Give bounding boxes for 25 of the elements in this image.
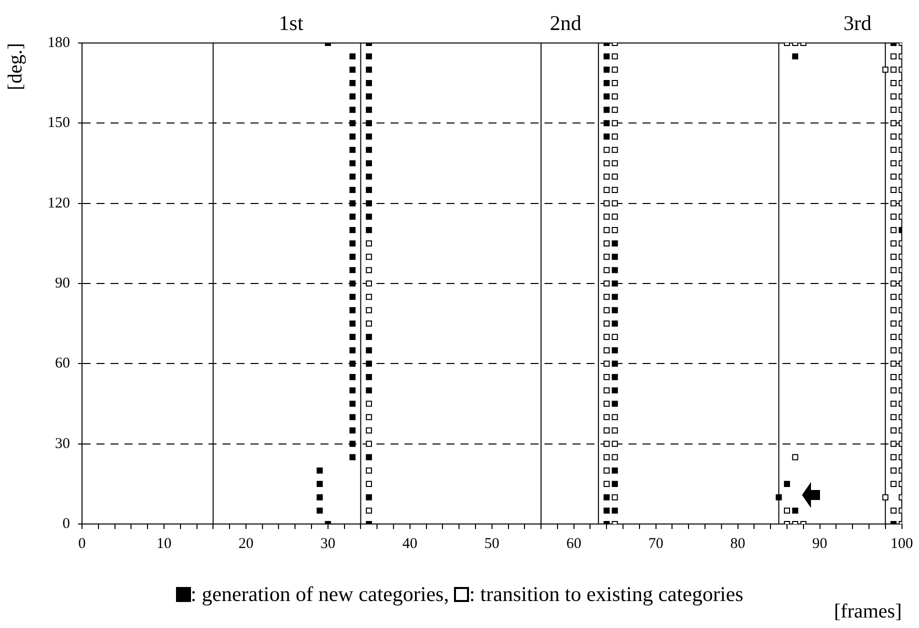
y-tick-label: 30 (55, 436, 70, 452)
text: 3rd (843, 11, 872, 35)
x-tick-label: 90 (812, 536, 828, 552)
x-tick-label: 60 (566, 536, 582, 552)
text: 2nd (550, 11, 582, 35)
y-tick-label: 180 (48, 34, 70, 51)
x-axis-title: [frames] (834, 600, 902, 622)
x-tick-label: 10 (156, 536, 172, 552)
x-tick-label: 0 (78, 536, 86, 552)
y-tick-label: 120 (48, 195, 70, 212)
text: 1st (278, 11, 304, 35)
y-tick-label: 150 (48, 115, 70, 132)
x-tick-label: 80 (730, 536, 746, 552)
x-tick-label: 30 (320, 536, 336, 552)
x-tick-label: 70 (648, 536, 664, 552)
legend-label: : transition to existing categories (469, 582, 744, 606)
x-tick-label: 50 (484, 536, 500, 552)
x-tick-label: 40 (402, 536, 418, 552)
legend-label: : generation of new categories, (190, 582, 449, 606)
y-axis-title: [deg.] (4, 43, 26, 90)
x-tick-label: 100 (890, 536, 913, 552)
y-tick-label: 90 (55, 275, 70, 292)
y-tick-label: 0 (62, 516, 70, 532)
x-tick-label: 20 (238, 536, 254, 552)
y-tick-label: 60 (55, 356, 70, 372)
